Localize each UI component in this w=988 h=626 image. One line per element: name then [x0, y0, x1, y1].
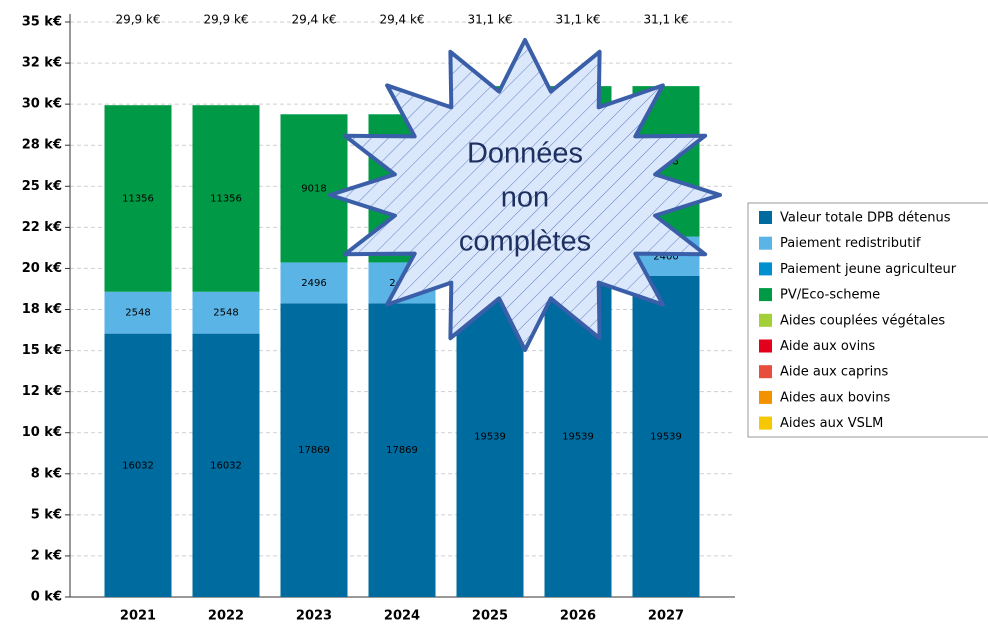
- legend-label: PV/Eco-scheme: [780, 288, 880, 303]
- legend-label: Paiement jeune agriculteur: [780, 262, 957, 277]
- total-label: 29,4 k€: [379, 13, 424, 27]
- legend-swatch: [759, 365, 772, 379]
- x-tick-label: 2024: [384, 609, 420, 624]
- y-tick-label: 25 k€: [22, 179, 62, 194]
- bar-segment: [104, 105, 172, 292]
- y-tick-label: 12 k€: [22, 384, 62, 399]
- y-tick-label: 22 k€: [22, 220, 62, 235]
- segment-label: 11356: [210, 193, 242, 204]
- segment-label: 11356: [122, 193, 154, 204]
- bar-segment: [192, 105, 260, 292]
- y-tick-label: 15 k€: [22, 343, 62, 358]
- y-tick-label: 20 k€: [22, 261, 62, 276]
- x-tick-label: 2022: [208, 609, 244, 624]
- segment-label: 2548: [213, 308, 238, 319]
- total-label: 31,1 k€: [555, 13, 600, 27]
- legend-label: Paiement redistributif: [780, 236, 921, 251]
- legend-label: Aides aux bovins: [780, 390, 890, 405]
- legend-label: Aide aux caprins: [780, 365, 888, 380]
- segment-label: 9018: [301, 183, 326, 194]
- y-tick-label: 0 k€: [31, 590, 62, 605]
- y-tick-label: 5 k€: [31, 507, 62, 522]
- total-label: 29,4 k€: [291, 13, 336, 27]
- legend-label: Aides couplées végétales: [780, 313, 945, 328]
- y-tick-label: 10 k€: [22, 425, 62, 440]
- x-tick-label: 2027: [648, 609, 684, 624]
- total-label: 29,9 k€: [115, 13, 160, 27]
- bar-segment: [104, 291, 172, 334]
- bar-segment: [280, 262, 348, 304]
- bar-segment: [368, 303, 436, 597]
- x-tick-label: 2025: [472, 609, 508, 624]
- total-label: 31,1 k€: [467, 13, 512, 27]
- segment-label: 2496: [301, 278, 326, 289]
- y-tick-label: 30 k€: [22, 97, 62, 112]
- incomplete-badge: Données non complètes: [328, 38, 722, 352]
- total-label: 29,9 k€: [203, 13, 248, 27]
- segment-label: 16032: [210, 460, 242, 471]
- segment-label: 17869: [386, 445, 418, 456]
- y-tick-label: 2 k€: [31, 548, 62, 563]
- y-tick-label: 35 k€: [22, 15, 62, 30]
- y-tick-label: 32 k€: [22, 56, 62, 71]
- segment-label: 2400: [653, 251, 678, 262]
- bar-segment: [456, 276, 524, 597]
- legend-swatch: [759, 390, 772, 404]
- total-label: 31,1 k€: [643, 13, 688, 27]
- legend-box: [747, 202, 988, 438]
- bar-segment: [632, 276, 700, 597]
- x-tick-label: 2026: [560, 609, 596, 624]
- segment-label: 19539: [562, 432, 594, 443]
- y-tick-label: 8 k€: [31, 466, 62, 481]
- legend-swatch: [759, 416, 772, 430]
- legend-swatch: [759, 339, 772, 353]
- y-tick-label: 28 k€: [22, 138, 62, 153]
- legend-swatch: [759, 262, 772, 276]
- segment-label: 17869: [298, 445, 330, 456]
- legend-swatch: [759, 211, 772, 224]
- annotation-line: complètes: [459, 226, 591, 258]
- legend-swatch: [759, 313, 772, 327]
- segment-label: 16032: [122, 460, 154, 471]
- legend-swatch: [759, 236, 772, 250]
- legend: Valeur totale DPB détenus Paiement redist…: [747, 202, 988, 438]
- bar-segment: [192, 333, 260, 597]
- bar-segment: [104, 333, 172, 597]
- annotation-line: Données: [467, 138, 583, 170]
- legend-swatch: [759, 288, 772, 302]
- segment-label: 19539: [650, 432, 682, 443]
- segment-label: 2548: [125, 308, 150, 319]
- bar-segment: [280, 114, 348, 263]
- annotation-line: non: [501, 182, 549, 214]
- segment-label: 19539: [474, 432, 506, 443]
- x-tick-label: 2023: [296, 609, 332, 624]
- legend-label: Aides aux VSLM: [780, 416, 883, 431]
- legend-label: Aide aux ovins: [780, 339, 875, 354]
- bar-segment: [280, 303, 348, 597]
- y-tick-label: 18 k€: [22, 302, 62, 317]
- star-shape: [328, 38, 722, 352]
- legend-label: Valeur totale DPB détenus: [780, 211, 951, 226]
- x-tick-label: 2021: [120, 609, 156, 624]
- bar-segment: [192, 291, 260, 334]
